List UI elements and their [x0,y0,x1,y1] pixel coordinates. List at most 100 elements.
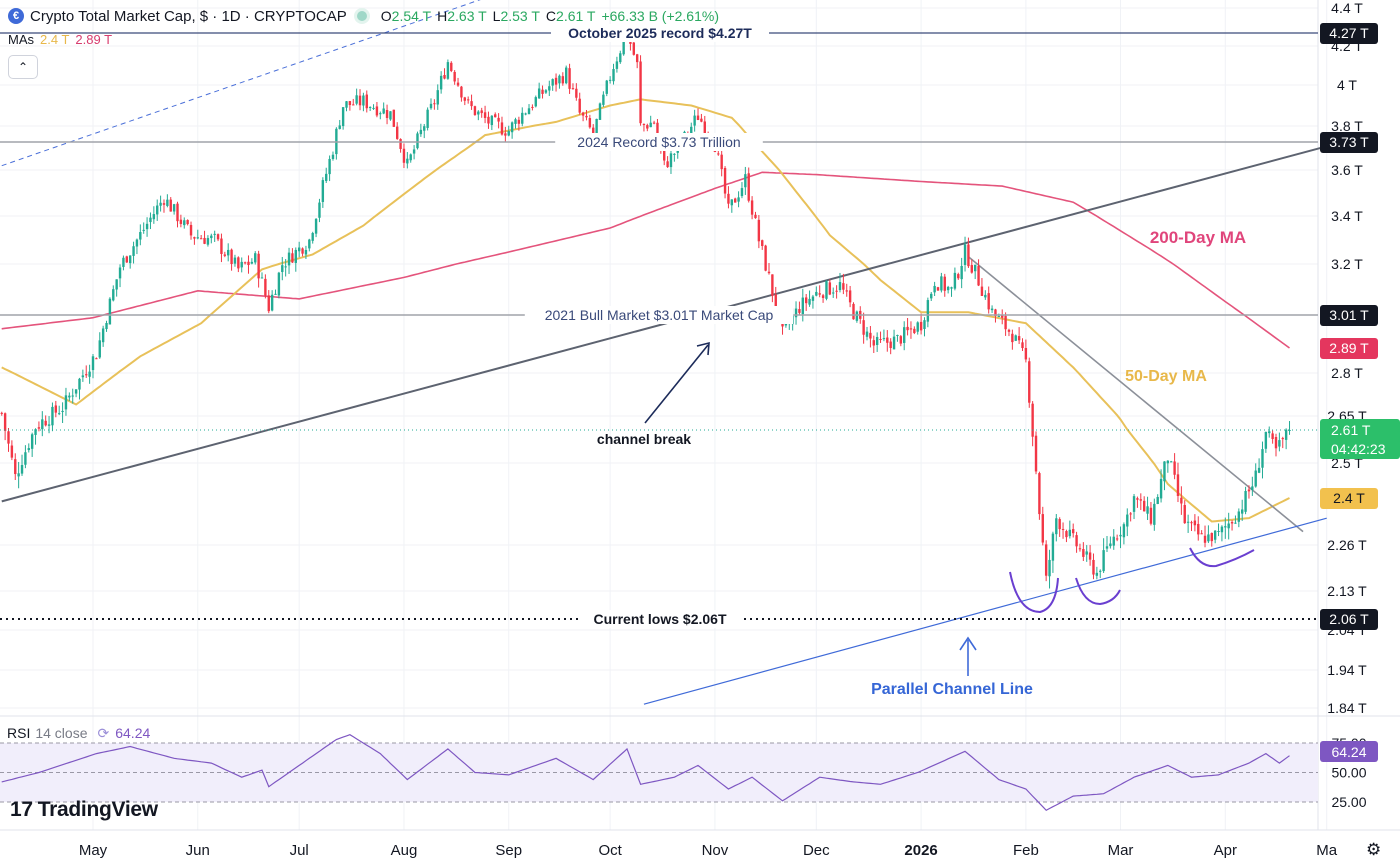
candle [311,231,314,244]
countdown-text: 04:42:23 [1331,441,1386,457]
candle [1166,460,1170,473]
candle [1230,520,1234,531]
candle [957,272,960,280]
candle [537,82,541,99]
symbol-title[interactable]: Crypto Total Market Cap, $ · 1D · CRYPTO… [30,7,347,25]
candle [389,111,392,121]
candle [362,92,365,112]
candle [1254,463,1257,488]
candle [1268,426,1271,438]
candle [463,96,466,106]
candle [64,387,68,416]
candle [1115,534,1119,542]
x-tick-label: Sep [495,842,522,859]
candle [524,112,527,116]
y-tick-label: 2.13 T [1327,583,1367,599]
candle [368,106,372,112]
y-tick-label: 3.8 T [1331,118,1363,134]
ma50-tag [1320,488,1378,509]
grid [0,0,1400,831]
candle [916,321,919,335]
candle [335,127,338,160]
candle [906,317,909,336]
candle [534,95,537,108]
change-value: +66.33 B (+2.61%) [601,8,719,24]
candle [105,320,108,332]
rsi-legend[interactable]: RSI 14 close ⟳ 64.24 [7,725,150,742]
candle [635,53,639,69]
candle [619,50,622,64]
candle [1014,334,1017,342]
candle [832,287,835,298]
candle [1061,522,1065,539]
bottom-arc-3 [1189,547,1255,568]
level-label-bg [551,24,769,42]
candle [331,151,335,161]
candle [531,104,534,111]
ma200-tag-text: 2.89 T [1329,340,1369,356]
time-axis[interactable]: May Jun Jul Aug Sep Oct Nov Dec 2026 Feb Mar Apr Ma [79,842,1338,859]
gear-icon[interactable]: ⚙ [1366,840,1382,859]
candle [51,402,54,432]
candle [44,415,47,427]
tradingview-wordmark: TradingView [37,798,158,821]
candle [1065,529,1068,543]
ma-legend[interactable]: MAs 2.4 T 2.89 T [8,32,112,47]
candle [943,273,946,297]
candle [281,256,284,281]
candle [460,85,463,102]
candle [494,112,497,118]
x-tick-label: Oct [598,842,622,859]
candle [923,317,926,337]
candle [869,326,872,348]
candle [1180,486,1183,515]
candle [1278,432,1281,452]
candle [980,278,984,296]
candle [1190,520,1193,531]
candle [608,76,612,84]
y-tick-label: 3.6 T [1331,162,1363,178]
candle [20,454,24,476]
y-tick-label: 4 T [1337,77,1357,93]
candle [1105,536,1109,553]
candle [723,166,727,199]
refresh-icon[interactable]: ⟳ [97,725,110,741]
candle [34,428,37,445]
candle [473,105,477,116]
candle [399,138,402,153]
candle [199,234,203,240]
level-tag-text: 2.06 T [1329,611,1369,627]
candle [896,334,899,342]
candle [1122,522,1126,545]
bottom-arc-1 [1009,571,1059,614]
candle [899,335,903,347]
x-tick-label: Feb [1013,842,1039,859]
candle [977,259,980,287]
candle [750,196,754,220]
collapse-legend-button[interactable]: ⌃ [8,55,38,79]
candle [558,74,561,89]
annotation-label: 200-Day MA [1150,228,1246,247]
market-status-icon[interactable] [356,11,367,21]
candle [254,251,257,265]
candle [639,55,642,126]
candle [588,114,592,129]
candle [61,402,64,424]
candle [1136,496,1139,508]
candle [909,321,913,339]
tradingview-logo[interactable]: 17 TradingView [10,798,158,822]
candle [892,329,896,350]
candle [1213,530,1217,544]
ma200-line [1,171,1290,349]
candle [1251,476,1254,496]
trendlines [1,0,1327,705]
x-tick-label: Nov [702,842,729,859]
candle [382,102,385,115]
candle [1011,329,1014,350]
candle [510,121,514,139]
candle [230,248,233,271]
candle [233,254,237,267]
candle [1288,421,1291,435]
